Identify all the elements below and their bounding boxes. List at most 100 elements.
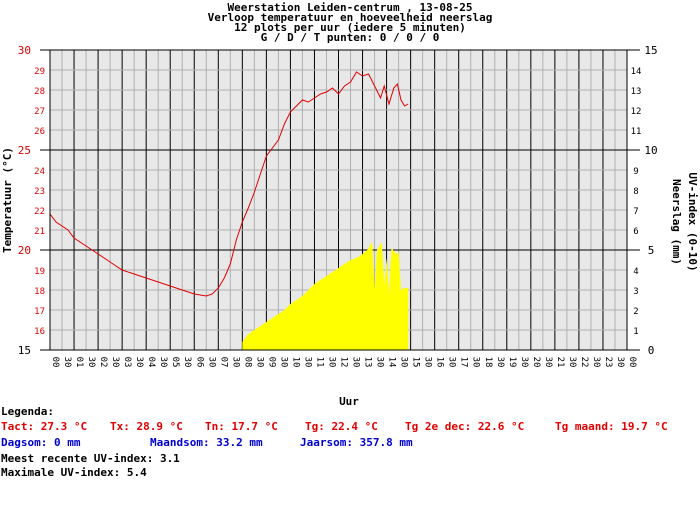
x-tick-label: 18: [483, 357, 493, 368]
x-tick-label: 16: [435, 357, 445, 368]
x-tick-label: 02: [98, 357, 108, 368]
legend-uv-recent: Meest recente UV-index: 3.1: [1, 452, 180, 465]
legend-maandsom: Maandsom: 33.2 mm: [150, 436, 263, 449]
x-tick-label: 30: [495, 357, 505, 368]
chart-plot-info: 12 plots per uur (iedere 5 minuten): [234, 21, 466, 34]
x-tick-label: 30: [423, 357, 433, 368]
temperature-line: [49, 71, 409, 297]
y-left-tick-label: 26: [34, 127, 45, 137]
legend-tg: Tg: 22.4 °C: [305, 420, 378, 433]
legend-tg2: Tg 2e dec: 22.6 °C: [405, 420, 525, 433]
x-tick-label: 22: [579, 357, 589, 368]
x-tick-label: 30: [326, 357, 336, 368]
x-tick-label: 30: [471, 357, 481, 368]
y-left-tick-label: 18: [34, 287, 45, 297]
chart-points-info: G / D / T punten: 0 / 0 / 0: [260, 31, 440, 44]
legend-dagsom: Dagsom: 0 mm: [1, 436, 81, 449]
y-right-axis-label-precip: Neerslag (mm): [670, 179, 683, 265]
legend-tgmaand: Tg maand: 19.7 °C: [555, 420, 668, 433]
y-right-tick-label: 0: [648, 344, 655, 357]
x-tick-label: 23: [603, 357, 613, 368]
y-right-tick-label: 1: [633, 327, 638, 337]
y-left-tick-label: 29: [34, 67, 45, 77]
x-tick-label: 19: [507, 357, 517, 368]
y-right-tick-label: 7: [633, 207, 638, 217]
y-right-tick-label: 12: [631, 107, 642, 117]
x-tick-label: 30: [278, 357, 288, 368]
x-tick-label: 30: [206, 357, 216, 368]
legend-tx: Tx: 28.9 °C: [110, 420, 183, 433]
x-tick-label: 03: [122, 357, 132, 368]
chart-subtitle: Verloop temperatuur en hoeveelheid neers…: [207, 11, 493, 24]
y-left-tick-label: 17: [34, 307, 45, 317]
x-tick-label: 15: [411, 357, 421, 368]
y-left-tick-label: 22: [34, 207, 45, 217]
y-right-tick-label: 4: [633, 267, 638, 277]
x-tick-label: 30: [230, 357, 240, 368]
y-right-axis-label-uv: UV-index (0-10): [686, 172, 699, 271]
y-left-tick-label: 15: [18, 344, 31, 357]
x-tick-label: 12: [339, 357, 349, 368]
x-tick-label: 30: [302, 357, 312, 368]
x-tick-label: 20: [531, 357, 541, 368]
x-tick-label: 05: [170, 357, 180, 368]
x-axis-label: Uur: [339, 395, 359, 408]
x-tick-label: 08: [242, 357, 252, 368]
x-tick-label: 30: [375, 357, 385, 368]
y-left-tick-label: 30: [18, 44, 31, 57]
temperature-chart: 1516171819202122232425262728293001234567…: [1, 44, 699, 408]
y-left-tick-label: 19: [34, 267, 45, 277]
y-left-tick-label: 28: [34, 87, 45, 97]
uv-index-area: [242, 242, 409, 350]
x-tick-label: 30: [110, 357, 120, 368]
x-tick-label: 00: [50, 357, 60, 368]
x-tick-label: 30: [86, 357, 96, 368]
x-tick-label: 30: [158, 357, 168, 368]
legend-title: Legenda:: [1, 405, 54, 418]
x-tick-label: 30: [399, 357, 409, 368]
x-tick-label: 30: [447, 357, 457, 368]
y-left-axis-label: Temperatuur (°C): [1, 147, 14, 253]
x-tick-label: 10: [290, 357, 300, 368]
legend-uv-max: Maximale UV-index: 5.4: [1, 466, 147, 479]
y-left-tick-label: 20: [18, 244, 31, 257]
x-tick-label: 11: [314, 357, 324, 368]
y-right-tick-label: 14: [631, 67, 642, 77]
y-right-tick-label: 5: [648, 244, 655, 257]
legend-tn: Tn: 17.7 °C: [205, 420, 278, 433]
x-tick-label: 01: [74, 357, 84, 368]
y-left-tick-label: 25: [18, 144, 31, 157]
y-left-tick-label: 24: [34, 167, 45, 177]
x-tick-label: 30: [543, 357, 553, 368]
x-tick-label: 30: [254, 357, 264, 368]
x-tick-label: 09: [266, 357, 276, 368]
plot-border: [49, 49, 628, 351]
x-tick-label: 21: [555, 357, 565, 368]
y-right-tick-label: 8: [633, 187, 638, 197]
x-tick-label: 07: [218, 357, 228, 368]
x-tick-label: 30: [615, 357, 625, 368]
x-tick-label: 14: [387, 357, 397, 368]
y-right-tick-label: 3: [633, 287, 638, 297]
chart-title: Weerstation Leiden-centrum , 13-08-25: [227, 1, 473, 14]
legend-tact: Tact: 27.3 °C: [1, 420, 88, 433]
y-right-tick-label: 11: [631, 127, 642, 137]
x-tick-label: 30: [519, 357, 529, 368]
x-tick-label: 00: [627, 357, 637, 368]
y-right-tick-label: 10: [644, 144, 657, 157]
y-right-tick-label: 13: [631, 87, 642, 97]
y-left-tick-label: 27: [34, 107, 45, 117]
x-tick-label: 30: [351, 357, 361, 368]
x-tick-label: 30: [182, 357, 192, 368]
x-tick-label: 17: [459, 357, 469, 368]
y-left-tick-label: 23: [34, 187, 45, 197]
y-right-tick-label: 6: [633, 227, 638, 237]
legend-jaarsom: Jaarsom: 357.8 mm: [300, 436, 413, 449]
y-left-tick-label: 16: [34, 327, 45, 337]
x-tick-label: 30: [62, 357, 72, 368]
x-tick-label: 30: [591, 357, 601, 368]
x-tick-label: 06: [194, 357, 204, 368]
y-right-tick-label: 9: [633, 167, 638, 177]
y-right-tick-label: 2: [633, 307, 638, 317]
x-tick-label: 13: [363, 357, 373, 368]
